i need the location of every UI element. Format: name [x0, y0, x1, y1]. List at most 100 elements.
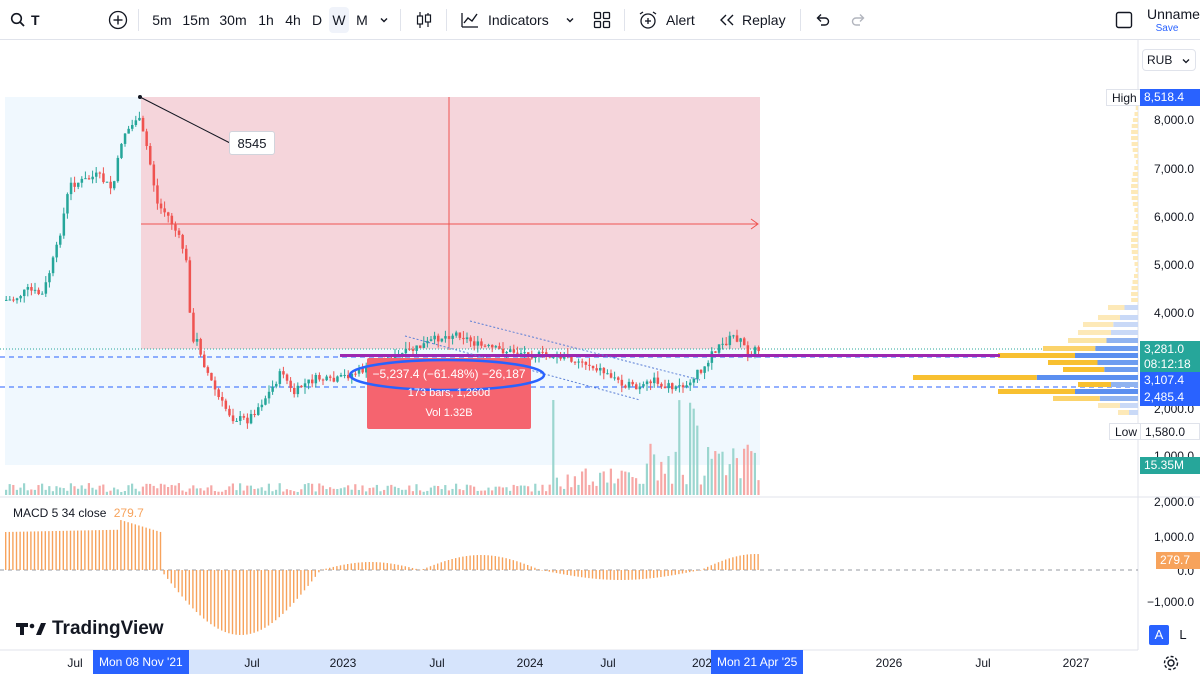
macd-bar [678, 570, 680, 575]
candle-body [419, 345, 422, 348]
macd-bar [455, 558, 457, 570]
volume-bar [23, 483, 26, 495]
macd-bar [685, 570, 687, 573]
replay-button[interactable]: Replay [718, 0, 786, 40]
macd-bar [674, 570, 676, 575]
macd-legend-name: MACD 5 34 close [13, 506, 107, 520]
indicators-button[interactable]: Indicators [460, 0, 549, 40]
volume-profile-row [1113, 322, 1138, 327]
macd-bar [318, 570, 320, 573]
candle-body [123, 133, 127, 144]
tradingview-logo[interactable]: TradingView [16, 618, 164, 640]
macd-bar [609, 570, 612, 580]
volume-bar [253, 488, 256, 495]
fullscreen-button[interactable] [1114, 0, 1134, 40]
candle-body [627, 381, 631, 388]
timeframe-5m[interactable]: 5m [152, 12, 172, 28]
macd-bar [123, 521, 126, 570]
volume-bar [429, 487, 432, 495]
macd-bar [714, 563, 716, 570]
volume-bar [656, 480, 659, 495]
macd-bar [735, 556, 738, 570]
volume-bar [98, 485, 101, 495]
volume-bar [116, 489, 119, 495]
volume-bar [80, 485, 83, 495]
macd-bar [617, 570, 619, 580]
macd-bar [361, 562, 363, 570]
volume-bar [757, 480, 760, 495]
macd-bar [185, 570, 187, 601]
layout-name-block[interactable]: Unnamed Save [1147, 6, 1200, 35]
volume-bar [419, 490, 422, 495]
macd-bar [606, 570, 608, 580]
volume-bar [95, 489, 98, 495]
log-scale-button[interactable]: L [1173, 625, 1193, 645]
symbol-search[interactable]: T [10, 0, 40, 40]
currency-selector[interactable]: RUB [1142, 49, 1196, 71]
volume-bar [577, 484, 580, 495]
volume-bar [509, 490, 512, 495]
volume-profile-row [1132, 148, 1138, 152]
timeframe-w[interactable]: W [329, 7, 349, 33]
crosshair-arrow [750, 218, 759, 230]
volume-bar [393, 486, 396, 495]
volume-bar [170, 484, 173, 495]
undo-button[interactable] [813, 0, 831, 40]
timeframe-d[interactable]: D [311, 12, 323, 28]
candle-body [552, 357, 555, 359]
macd-bar [303, 570, 306, 591]
candle-body [667, 383, 670, 389]
candle-body [249, 413, 253, 424]
high-price-label: 8,518.4 [1140, 89, 1200, 106]
timeframe-30m[interactable]: 30m [219, 12, 247, 28]
chart-settings-button[interactable] [1162, 654, 1180, 677]
macd-bar [696, 570, 698, 571]
auto-scale-button[interactable]: A [1149, 625, 1169, 645]
volume-bar [113, 487, 116, 495]
macd-bar [408, 567, 410, 570]
candle-body [210, 372, 213, 381]
volume-profile-row [1132, 202, 1138, 206]
candle-body [37, 289, 40, 295]
volume-bar [19, 487, 22, 495]
candle-body [429, 339, 433, 341]
volume-bars [5, 400, 760, 495]
layouts-button[interactable] [592, 0, 612, 40]
candle-body [84, 178, 87, 180]
macd-legend[interactable]: MACD 5 34 close 279.7 [13, 506, 144, 520]
chart-canvas[interactable] [0, 40, 1200, 681]
indicators-dropdown[interactable] [565, 0, 575, 40]
macd-bar [152, 529, 154, 570]
timeframe-m[interactable]: M [356, 12, 368, 28]
timeframe-dropdown[interactable] [379, 0, 389, 40]
redo-button[interactable] [850, 0, 868, 40]
macd-bar [199, 570, 201, 616]
candle-body [365, 365, 368, 373]
timeframe-1h[interactable]: 1h [258, 12, 274, 28]
measure-bars-text: 173 bars, 1,260d [407, 387, 491, 399]
compare-button[interactable] [108, 0, 128, 40]
macd-bar [311, 570, 313, 582]
chart-type-button[interactable] [414, 0, 434, 40]
macd-bar [559, 570, 561, 574]
volume-bar [51, 491, 54, 495]
timeframe-15m[interactable]: 15m [182, 12, 210, 28]
volume-bar [48, 486, 51, 495]
alert-button[interactable]: Alert [638, 0, 695, 40]
volume-bar [69, 483, 72, 495]
timeframe-4h[interactable]: 4h [285, 12, 301, 28]
volume-profile-row [1134, 154, 1138, 158]
chart-area[interactable]: 8545 −5,237.4 (−61.48%) −26,187 173 bars… [0, 40, 1200, 681]
candle-body [203, 354, 206, 368]
macd-bar [591, 570, 594, 579]
candle-body [487, 344, 490, 346]
candle-body [746, 345, 750, 355]
candle-body [577, 361, 580, 363]
indicators-label: Indicators [488, 12, 549, 28]
volume-profile-row [1131, 196, 1138, 200]
candle-body [260, 404, 264, 408]
peak-label[interactable]: 8545 [229, 131, 275, 155]
macd-bar [541, 570, 543, 571]
candle-body [30, 287, 33, 291]
candle-body [296, 385, 300, 395]
